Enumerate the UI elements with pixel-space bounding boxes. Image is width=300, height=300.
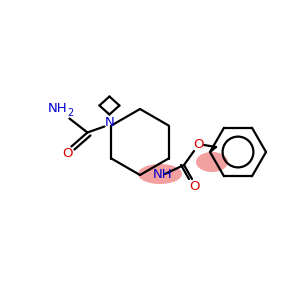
Text: O: O bbox=[62, 147, 73, 160]
Text: NH: NH bbox=[153, 167, 172, 181]
Text: O: O bbox=[194, 139, 204, 152]
Text: 2: 2 bbox=[68, 109, 74, 118]
Text: O: O bbox=[189, 179, 199, 193]
Text: NH: NH bbox=[48, 102, 67, 115]
Text: N: N bbox=[104, 116, 114, 129]
Ellipse shape bbox=[138, 164, 182, 184]
Ellipse shape bbox=[196, 152, 228, 172]
